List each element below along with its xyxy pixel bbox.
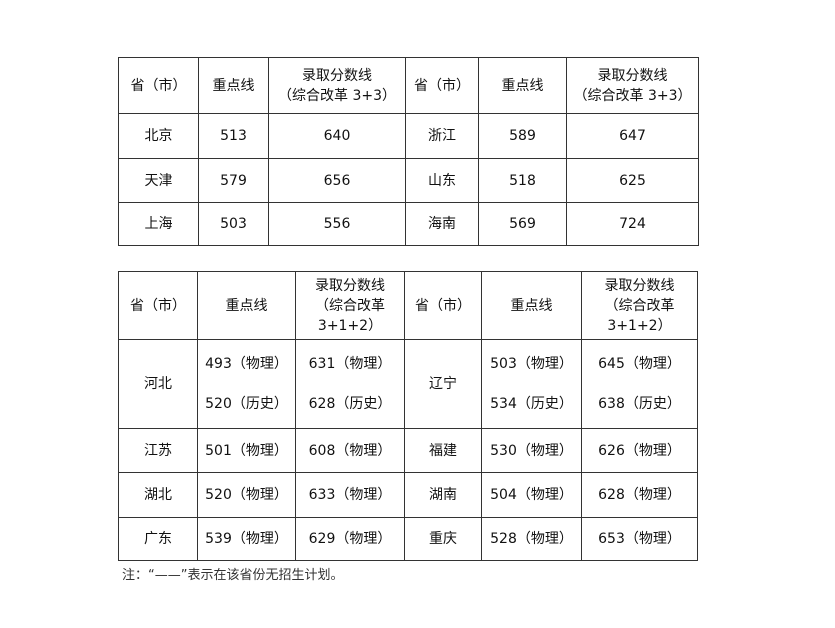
header-row: 省（市） 重点线 录取分数线 （综合改革 3+3） 省（市） 重点线 录取分数线 （综合改… [118,57,699,114]
column-header: 重点线 [478,57,567,114]
key-line-cell: 569 [478,202,567,246]
province-cell: 福建 [404,428,482,473]
province-cell: 辽宁 [404,339,482,429]
column-header: 省（市） [118,271,198,340]
province-cell: 山东 [405,158,479,203]
admission-score-cell: 656 [268,158,406,203]
province-cell: 广东 [118,517,198,561]
column-header: 录取分数线 （综合改革 3+3） [566,57,699,114]
admission-score-cell: 631（物理） 628（历史） [295,339,405,429]
key-line-cell: 501（物理） [197,428,296,473]
key-line-cell: 520（物理） [197,472,296,518]
column-header: 录取分数线 （综合改革 3+3） [268,57,406,114]
column-header: 省（市） [405,57,479,114]
province-cell: 北京 [118,113,199,159]
table-row: 北京 513 640 浙江 589 647 [118,113,699,159]
table-row: 天津 579 656 山东 518 625 [118,158,699,203]
province-cell: 河北 [118,339,198,429]
key-line-cell: 589 [478,113,567,159]
admission-score-cell: 640 [268,113,406,159]
key-line-cell: 539（物理） [197,517,296,561]
province-cell: 上海 [118,202,199,246]
column-header: 省（市） [118,57,199,114]
header-row: 省（市） 重点线 录取分数线 （综合改革 3+1+2） 省（市） 重点线 录取分数线 （综… [118,271,698,340]
key-line-cell: 530（物理） [481,428,582,473]
table-row: 广东 539（物理） 629（物理） 重庆 528（物理） 653（物理） [118,517,698,561]
key-line-cell: 579 [198,158,269,203]
admission-score-cell: 629（物理） [295,517,405,561]
column-header: 重点线 [198,57,269,114]
column-header: 录取分数线 （综合改革 3+1+2） [295,271,405,340]
admission-score-cell: 628（物理） [581,472,698,518]
admission-score-cell: 625 [566,158,699,203]
key-line-cell: 503（物理） 534（历史） [481,339,582,429]
province-cell: 江苏 [118,428,198,473]
key-line-cell: 528（物理） [481,517,582,561]
column-header: 省（市） [404,271,482,340]
admission-score-cell: 724 [566,202,699,246]
province-cell: 浙江 [405,113,479,159]
admission-score-cell: 647 [566,113,699,159]
province-cell: 湖北 [118,472,198,518]
admission-score-cell: 653（物理） [581,517,698,561]
key-line-cell: 518 [478,158,567,203]
province-cell: 海南 [405,202,479,246]
table-row: 上海 503 556 海南 569 724 [118,202,699,246]
column-header: 重点线 [197,271,296,340]
province-cell: 重庆 [404,517,482,561]
score-table-3plus1plus2: 省（市） 重点线 录取分数线 （综合改革 3+1+2） 省（市） 重点线 录取分数线 （综… [118,271,698,561]
key-line-cell: 493（物理） 520（历史） [197,339,296,429]
footnote: 注：“——”表示在该省份无招生计划。 [122,568,344,583]
table-row: 湖北 520（物理） 633（物理） 湖南 504（物理） 628（物理） [118,472,698,518]
key-line-cell: 503 [198,202,269,246]
key-line-cell: 513 [198,113,269,159]
column-header: 录取分数线 （综合改革 3+1+2） [581,271,698,340]
admission-score-cell: 556 [268,202,406,246]
province-cell: 天津 [118,158,199,203]
admission-score-cell: 626（物理） [581,428,698,473]
admission-score-cell: 645（物理） 638（历史） [581,339,698,429]
table-row: 河北 493（物理） 520（历史） 631（物理） 628（历史） 辽宁 503（物理… [118,339,698,429]
key-line-cell: 504（物理） [481,472,582,518]
score-table-3plus3: 省（市） 重点线 录取分数线 （综合改革 3+3） 省（市） 重点线 录取分数线 （综合改… [118,57,699,246]
province-cell: 湖南 [404,472,482,518]
admission-score-cell: 633（物理） [295,472,405,518]
column-header: 重点线 [481,271,582,340]
admission-score-cell: 608（物理） [295,428,405,473]
table-row: 江苏 501（物理） 608（物理） 福建 530（物理） 626（物理） [118,428,698,473]
